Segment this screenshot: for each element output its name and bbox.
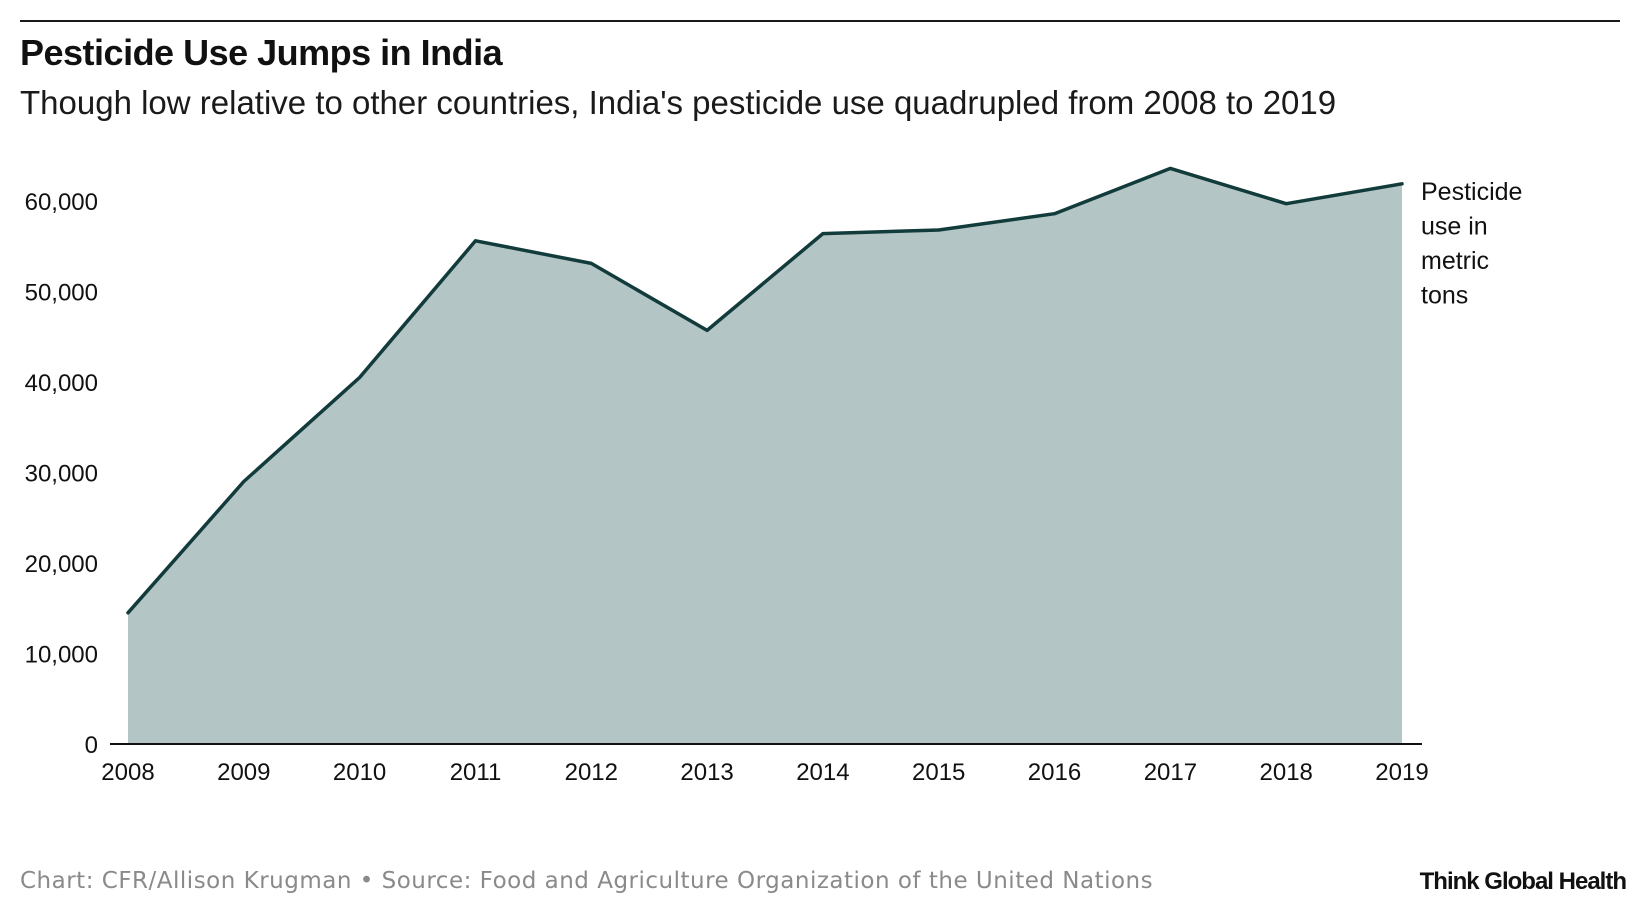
top-rule (20, 20, 1620, 22)
plot-area (126, 166, 1404, 744)
series-label: Pesticide use in metric tons (1421, 178, 1522, 310)
area-fill (128, 168, 1402, 744)
data-point-2019 (1400, 182, 1404, 186)
x-tick-label-2010: 2010 (333, 759, 386, 786)
data-point-2017 (1168, 166, 1172, 170)
x-tick-label-2014: 2014 (796, 759, 849, 786)
y-tick-label-0: 0 (85, 732, 98, 759)
x-tick-label-2016: 2016 (1028, 759, 1081, 786)
x-tick-label-2015: 2015 (912, 759, 965, 786)
data-point-2010 (358, 376, 362, 380)
area-chart: 0 10,000 20,000 30,000 40,000 50,000 60,000 20… (25, 166, 1522, 786)
series-label-line: metric (1421, 247, 1489, 275)
brand-logo: Think Global Health (1419, 868, 1627, 895)
x-tick-label-2017: 2017 (1144, 759, 1197, 786)
data-point-2018 (1284, 202, 1288, 206)
y-axis: 0 10,000 20,000 30,000 40,000 50,000 60,000 (25, 189, 98, 759)
y-tick-label-20000: 20,000 (25, 551, 98, 578)
series-label-line: use in (1421, 213, 1488, 241)
x-axis: 2008 2009 2010 2011 2012 2013 2014 2015 2016 2017… (101, 743, 1429, 786)
y-tick-label-60000: 60,000 (25, 189, 98, 216)
x-tick-label-2011: 2011 (450, 759, 502, 786)
data-point-2011 (474, 239, 478, 243)
x-tick-label-2013: 2013 (680, 759, 733, 786)
x-tick-label-2019: 2019 (1375, 759, 1428, 786)
x-tick-label-2018: 2018 (1260, 759, 1313, 786)
data-point-2015 (937, 228, 941, 232)
source-credit: Chart: CFR/Allison Krugman • Source: Foo… (20, 868, 1154, 894)
x-tick-label-2009: 2009 (217, 759, 270, 786)
chart-subtitle: Though low relative to other countries, … (20, 84, 1337, 121)
series-label-line: tons (1421, 282, 1468, 310)
series-line (126, 166, 1404, 615)
x-tick-label-2012: 2012 (565, 759, 618, 786)
data-point-2009 (242, 480, 246, 484)
data-point-2012 (589, 261, 593, 265)
y-tick-label-10000: 10,000 (25, 642, 98, 669)
y-tick-label-50000: 50,000 (25, 280, 98, 307)
y-tick-label-30000: 30,000 (25, 461, 98, 488)
chart-title: Pesticide Use Jumps in India (20, 32, 503, 73)
data-point-2014 (821, 232, 825, 236)
data-point-2013 (705, 328, 709, 332)
x-tick-label-2008: 2008 (101, 759, 154, 786)
y-tick-label-40000: 40,000 (25, 370, 98, 397)
data-point-2016 (1053, 212, 1057, 216)
data-point-2008 (126, 611, 130, 615)
series-label-line: Pesticide (1421, 178, 1522, 206)
